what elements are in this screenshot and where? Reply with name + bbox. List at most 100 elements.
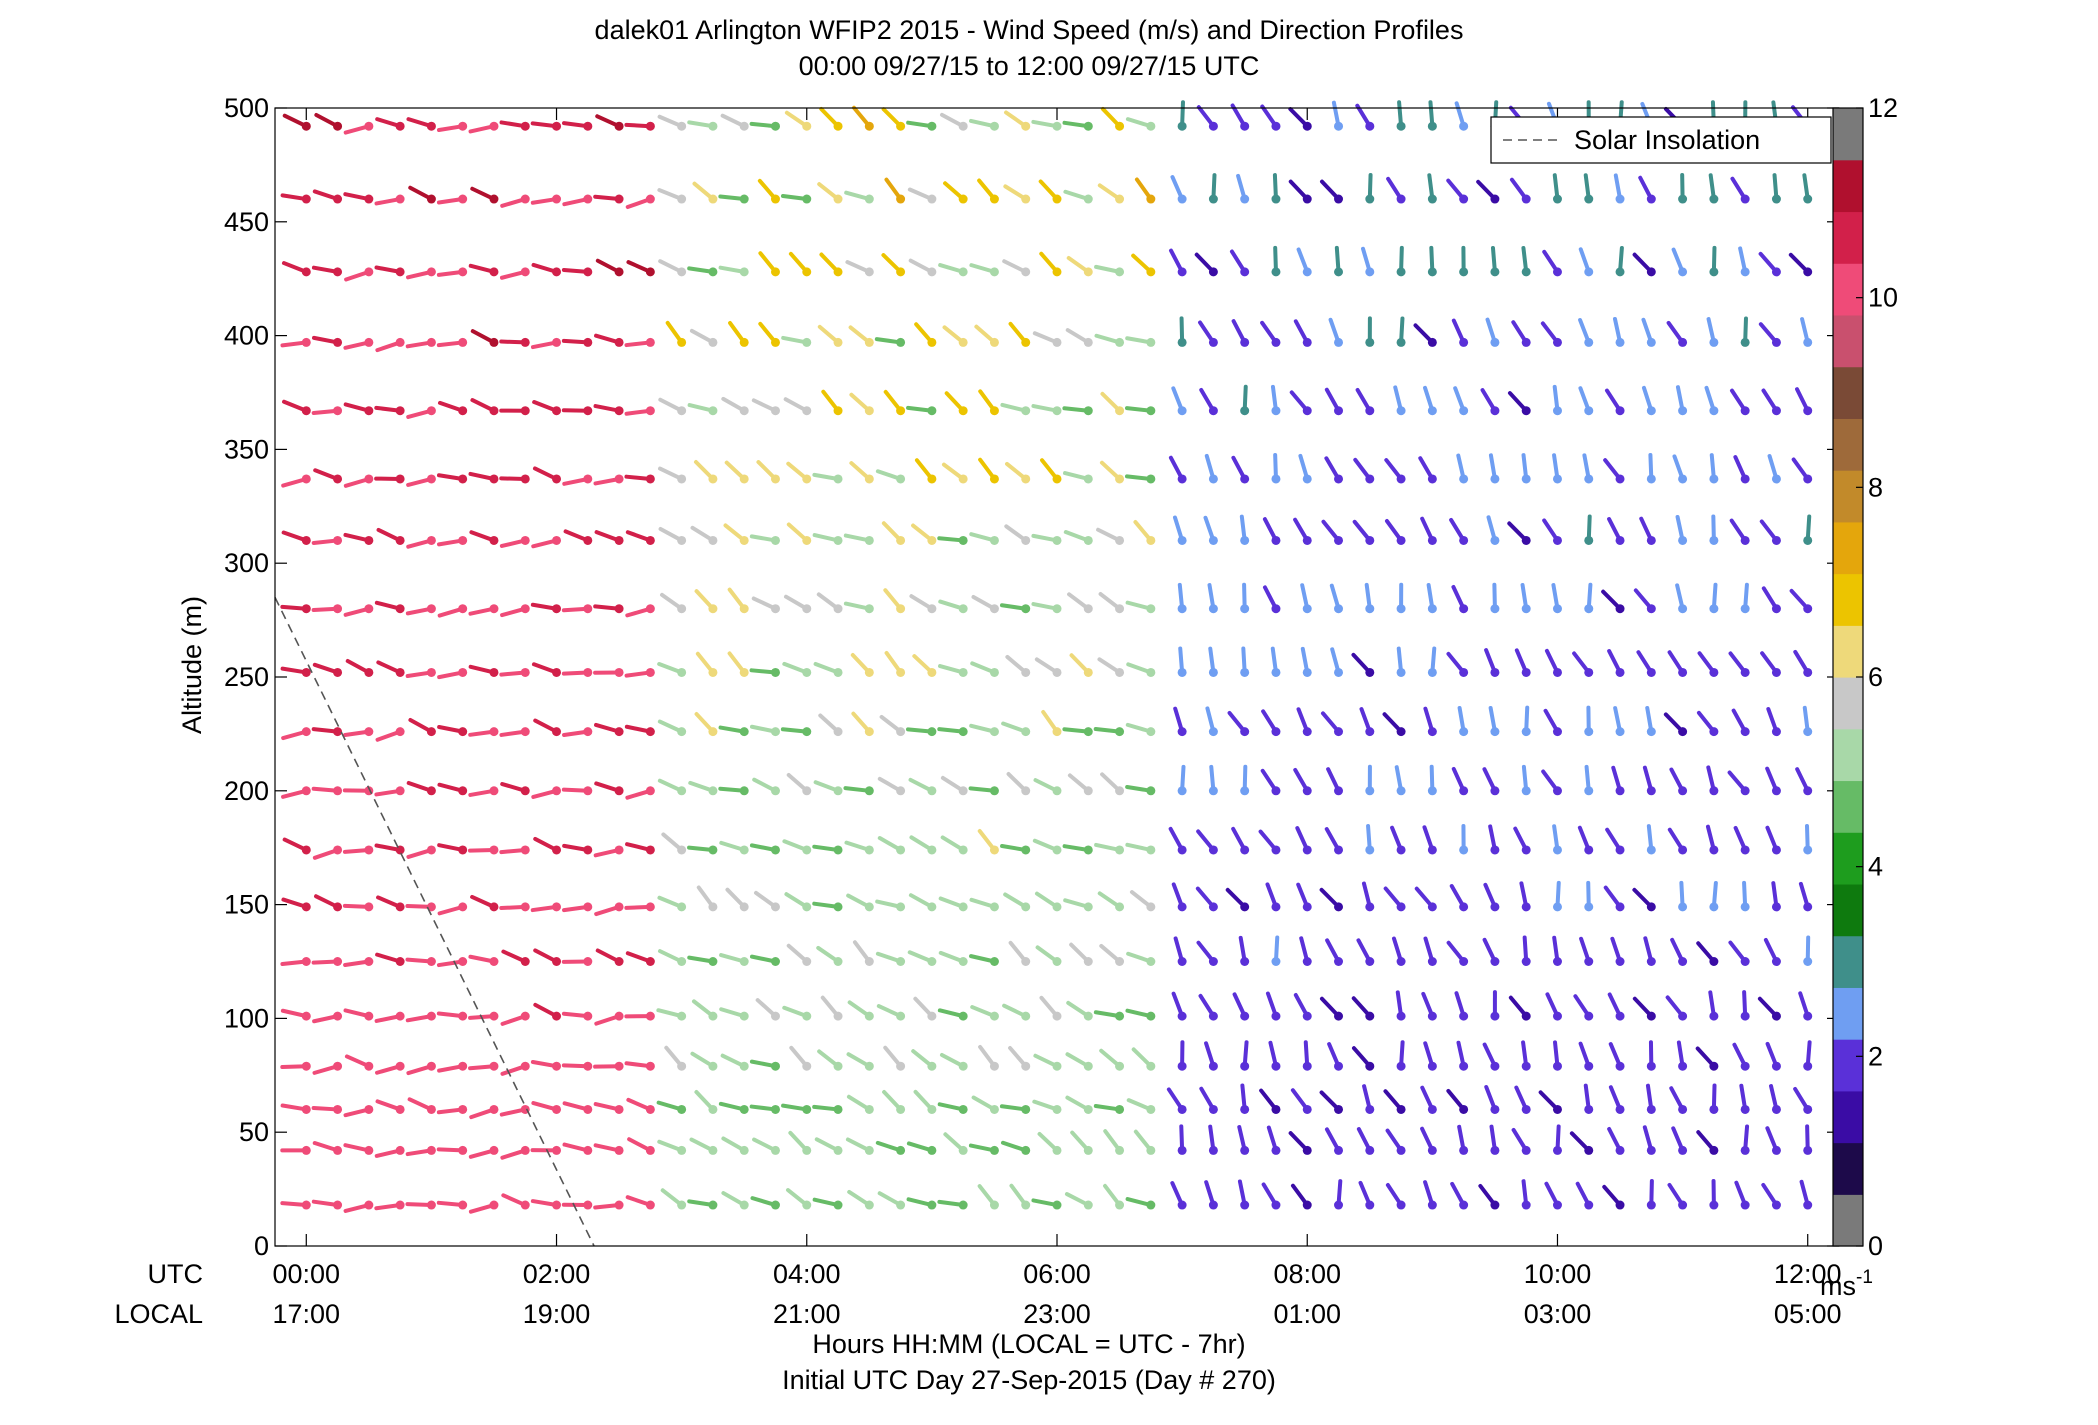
wind-barb-station: [927, 1104, 937, 1114]
wind-barb-station: [927, 1145, 937, 1155]
wind-barb-station: [1302, 727, 1312, 737]
wind-barb-station: [458, 786, 468, 796]
wind-barb-station: [426, 604, 436, 614]
wind-barb-station: [1552, 786, 1562, 796]
wind-barb-station: [739, 267, 749, 277]
wind-barb-station: [1771, 1145, 1781, 1155]
wind-barb-station: [1146, 1145, 1156, 1155]
wind-barb-station: [1771, 786, 1781, 796]
wind-barb-station: [1615, 1145, 1625, 1155]
wind-barb-station: [1302, 267, 1312, 277]
wind-barb-station: [1334, 337, 1344, 347]
wind-barb-station: [395, 406, 405, 416]
wind-barb-station: [489, 786, 499, 796]
wind-barb-station: [1521, 845, 1531, 855]
wind-barb-station: [958, 604, 968, 614]
wind-barb-station: [1177, 474, 1187, 484]
wind-barb-station: [364, 957, 374, 966]
wind-barb-station: [958, 474, 968, 484]
wind-barb-station: [645, 845, 655, 855]
wind-barb-station: [770, 902, 780, 912]
y-tick-label: 200: [224, 776, 269, 806]
wind-barb-station: [1678, 194, 1688, 204]
wind-barb-station: [614, 902, 624, 912]
wind-barb-station: [833, 337, 843, 347]
wind-barb-station: [395, 121, 405, 131]
wind-barb-station: [1021, 121, 1031, 131]
colorbar-band: [1833, 935, 1863, 988]
wind-barb-station: [802, 604, 812, 614]
wind-barb-station: [864, 267, 874, 277]
wind-barb-station: [1490, 194, 1500, 204]
wind-barb-station: [301, 535, 311, 545]
wind-barb-station: [802, 121, 812, 131]
wind-barb-station: [989, 406, 999, 416]
wind-barb-station: [1709, 1145, 1719, 1155]
wind-barb-station: [1240, 845, 1250, 855]
wind-barb-station: [770, 337, 780, 347]
wind-barb-station: [1052, 1061, 1062, 1071]
wind-barb-station: [1771, 267, 1781, 277]
wind-barb-station: [1115, 1145, 1125, 1155]
wind-barb-station: [1771, 474, 1781, 484]
wind-barb-station: [1240, 1011, 1250, 1021]
wind-barb-station: [1709, 337, 1719, 347]
wind-barb-station: [583, 845, 593, 855]
wind-barb-station: [333, 406, 343, 416]
wind-barb-station: [927, 535, 937, 545]
wind-barb-station: [1334, 474, 1344, 484]
legend-label: Solar Insolation: [1574, 125, 1760, 155]
wind-barb-station: [1584, 1104, 1594, 1114]
wind-barb-station: [833, 957, 843, 966]
wind-barb-station: [583, 406, 593, 416]
wind-barb-station: [1490, 267, 1500, 277]
wind-barb-station: [364, 194, 374, 204]
wind-barb-station: [333, 786, 343, 796]
wind-barb-station: [333, 902, 343, 912]
wind-barb-station: [645, 406, 655, 416]
wind-barb-station: [1459, 667, 1469, 677]
colorbar-bands: [1833, 108, 1863, 1247]
wind-barb-station: [1271, 667, 1281, 677]
colorbar-tick-label: 2: [1868, 1041, 1883, 1071]
wind-barb-station: [614, 1104, 624, 1114]
wind-barb-station: [1615, 406, 1625, 416]
wind-barb-station: [989, 1011, 999, 1021]
wind-barb-station: [896, 727, 906, 737]
wind-barb-station: [708, 1061, 718, 1071]
wind-barb-station: [1177, 406, 1187, 416]
wind-barb-station: [677, 267, 687, 277]
wind-barb-station: [1334, 1104, 1344, 1114]
wind-barb-station: [864, 727, 874, 737]
wind-barb-station: [1646, 267, 1656, 277]
wind-barb-station: [1678, 337, 1688, 347]
wind-barb-station: [1115, 194, 1125, 204]
wind-barb-station: [1552, 667, 1562, 677]
wind-barb-station: [1615, 1104, 1625, 1114]
wind-barb-station: [395, 604, 405, 614]
wind-barb-station: [1552, 406, 1562, 416]
wind-barb-station: [364, 1061, 374, 1071]
wind-barb-station: [1803, 474, 1813, 484]
wind-barb-station: [614, 1061, 624, 1071]
wind-barb-station: [333, 194, 343, 204]
wind-barb-station: [1584, 1061, 1594, 1071]
wind-barb-station: [552, 1011, 562, 1021]
wind-barb-station: [958, 1011, 968, 1021]
colorbar-tick-label: 10: [1868, 283, 1898, 313]
x-tick-label-utc: 06:00: [1023, 1259, 1091, 1289]
x-tick-label-local: 05:00: [1774, 1299, 1842, 1329]
wind-barb-station: [1365, 337, 1375, 347]
wind-barb-station: [1052, 902, 1062, 912]
wind-barb-station: [1740, 1104, 1750, 1114]
wind-barb-station: [395, 267, 405, 277]
wind-barb-station: [1552, 902, 1562, 912]
wind-barb-station: [1052, 845, 1062, 855]
wind-barb-station: [1584, 845, 1594, 855]
wind-barb-station: [614, 194, 624, 204]
wind-barb-station: [958, 845, 968, 855]
wind-barb-station: [520, 267, 530, 277]
wind-barb-station: [708, 267, 718, 277]
wind-barb-station: [1083, 1011, 1093, 1021]
wind-barb-station: [1021, 957, 1031, 966]
